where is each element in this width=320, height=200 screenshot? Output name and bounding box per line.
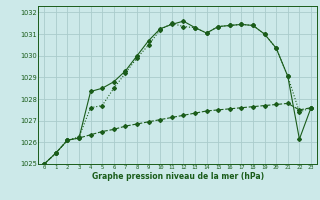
X-axis label: Graphe pression niveau de la mer (hPa): Graphe pression niveau de la mer (hPa) [92, 172, 264, 181]
